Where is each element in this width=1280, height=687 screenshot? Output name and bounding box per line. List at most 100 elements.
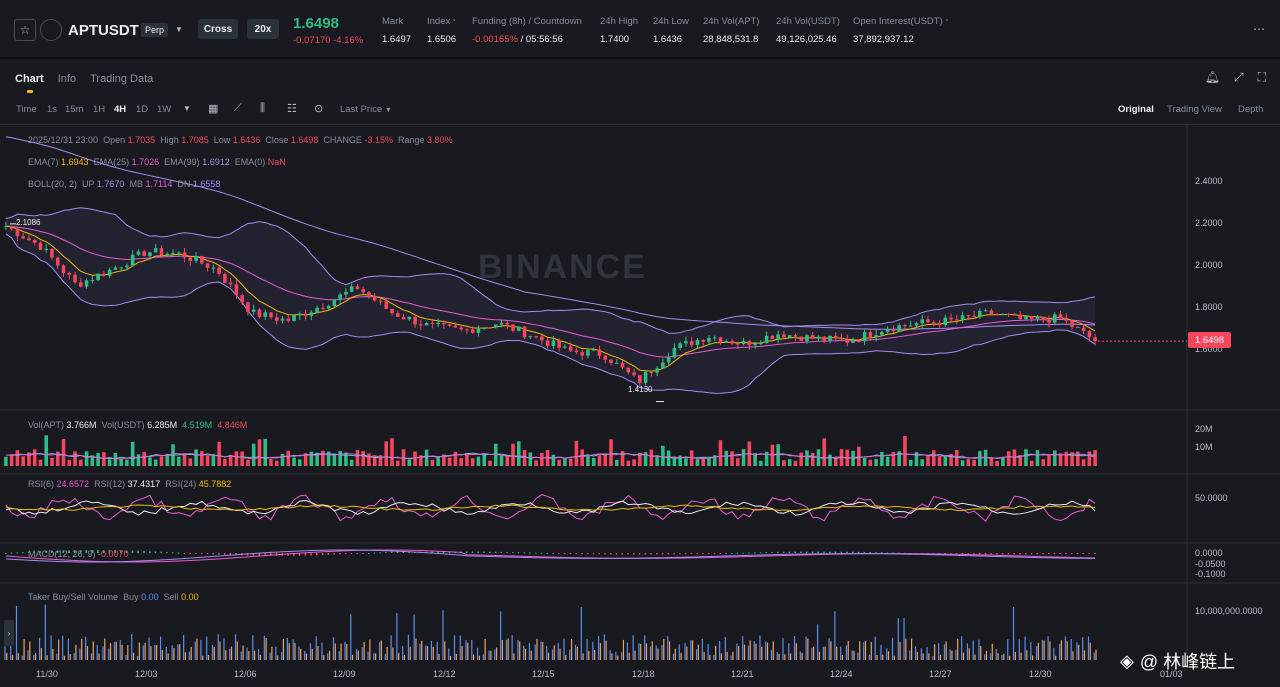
timeframe-1s[interactable]: 1s [47, 104, 58, 115]
margin-mode-button[interactable]: Cross [198, 19, 238, 39]
macd-histogram-bar [707, 553, 710, 554]
tab-trading-data[interactable]: Trading Data [90, 73, 154, 85]
volume-bar [891, 452, 896, 466]
candle-body [159, 248, 164, 256]
candle-body [799, 336, 803, 342]
volume-bar [113, 452, 118, 466]
chart-type-icon[interactable]: ⫼ [260, 102, 266, 114]
taker-sell-bar [622, 639, 625, 660]
more-timeframes-icon[interactable]: ▼ [183, 104, 191, 113]
taker-sell-bar [496, 647, 498, 660]
volume-bar [338, 450, 342, 466]
candle-body [937, 322, 942, 326]
volume-bar [995, 460, 999, 466]
taker-sell-bar [951, 650, 953, 660]
volume-bar [949, 454, 953, 466]
symbol-name[interactable]: APTUSDT [68, 22, 139, 39]
timeframe-15m[interactable]: 15m [65, 104, 84, 115]
candle-body [326, 305, 331, 309]
taker-buy-bar [367, 651, 369, 660]
volume-bar [470, 458, 475, 466]
view-trading-view[interactable]: Trading View [1167, 104, 1222, 115]
taker-sell-bar [63, 655, 66, 660]
taker-sell-bar [375, 653, 377, 660]
more-options-icon[interactable]: ⋯ [1253, 22, 1266, 36]
taker-sell-bar [144, 642, 146, 660]
chart-actions: 🔔︎ ⤢ ⛶ [1205, 70, 1266, 85]
candle-body [793, 335, 798, 337]
taker-buy-bar [494, 649, 496, 660]
volume-bar [1035, 450, 1040, 466]
timeframe-1h[interactable]: 1H [93, 104, 106, 115]
candle-body [522, 326, 527, 338]
favorite-star-icon[interactable]: ☆ [14, 19, 36, 41]
timeframe-1w[interactable]: 1W [157, 104, 172, 115]
taker-buy-bar [1001, 654, 1003, 660]
macd-histogram-bar [200, 553, 203, 554]
view-original[interactable]: Original [1118, 104, 1154, 115]
date-axis-tick: 12/30 [1029, 669, 1052, 679]
settings-icon[interactable]: ☷ [287, 103, 297, 115]
taker-sell-bar [23, 639, 25, 660]
candle-body [1093, 337, 1097, 342]
alert-bell-icon[interactable]: 🔔︎ [1204, 70, 1220, 84]
candle-body [655, 368, 659, 373]
volume-bar [695, 459, 700, 466]
tab-info[interactable]: Info [57, 73, 77, 85]
candle-body [223, 274, 227, 283]
macd-histogram-bar [85, 550, 88, 553]
volume-bar [119, 458, 123, 466]
macd-histogram-bar [880, 552, 883, 554]
candle-body [568, 346, 573, 351]
macd-histogram-bar [235, 553, 237, 556]
candle-body [730, 341, 734, 344]
candle-body [378, 300, 383, 302]
collapse-handle-icon[interactable]: › [4, 620, 14, 646]
taker-sell-bar [697, 644, 699, 660]
candle-body [211, 267, 216, 269]
reset-icon[interactable]: ⊙ [314, 103, 324, 115]
taker-sell-bar [1026, 650, 1028, 660]
macd-histogram-bar [944, 553, 946, 554]
taker-buy-bar [1087, 636, 1090, 660]
taker-buy-bar [177, 644, 179, 660]
volume-bar [234, 451, 239, 466]
candle-body [344, 291, 348, 295]
timeframe-4h[interactable]: 4H [114, 104, 127, 115]
taker-buy-bar [765, 641, 767, 660]
view-depth[interactable]: Depth [1238, 104, 1264, 115]
taker-sell-bar [651, 641, 653, 660]
taker-buy-bar [972, 640, 974, 660]
taker-sell-bar [576, 646, 578, 660]
taker-sell-bar [726, 651, 728, 660]
taker-buy-bar [453, 635, 456, 660]
taker-buy-bar [171, 645, 173, 660]
taker-buy-bar [62, 635, 64, 660]
last-price: 1.6498 [293, 15, 339, 32]
macd-histogram-bar [575, 553, 577, 554]
taker-sell-bar [813, 646, 815, 660]
leverage-button[interactable]: 20x [247, 19, 279, 39]
macd-histogram-bar [160, 551, 162, 553]
taker-sell-bar [363, 642, 365, 660]
timeframe-1d[interactable]: 1D [136, 104, 149, 115]
macd-histogram-bar [684, 553, 687, 555]
taker-buy-bar [304, 651, 306, 660]
candle-body [736, 343, 740, 345]
taker-buy-bar [321, 642, 323, 660]
tab-chart[interactable]: Chart [15, 73, 44, 85]
taker-buy-bar [488, 650, 490, 660]
macd-histogram-bar [1076, 553, 1079, 554]
volume-legend: Vol(APT) 3.766M Vol(USDT) 6.285M 4.519M … [28, 420, 248, 430]
volume-bar [914, 452, 919, 466]
symbol-dropdown-icon[interactable]: ▼ [175, 25, 183, 34]
fullscreen-icon[interactable]: ⛶ [1257, 70, 1266, 84]
timeframe-time[interactable]: Time [16, 104, 37, 115]
indicator-icon[interactable]: ⟋ [234, 102, 242, 114]
calendar-icon[interactable]: ▦ [208, 103, 219, 115]
taker-buy-bar [690, 640, 692, 660]
price-type-select[interactable]: Last Price ▼ [340, 104, 392, 115]
macd-histogram-bar [1030, 553, 1033, 555]
expand-icon[interactable]: ⤢ [1233, 70, 1244, 84]
